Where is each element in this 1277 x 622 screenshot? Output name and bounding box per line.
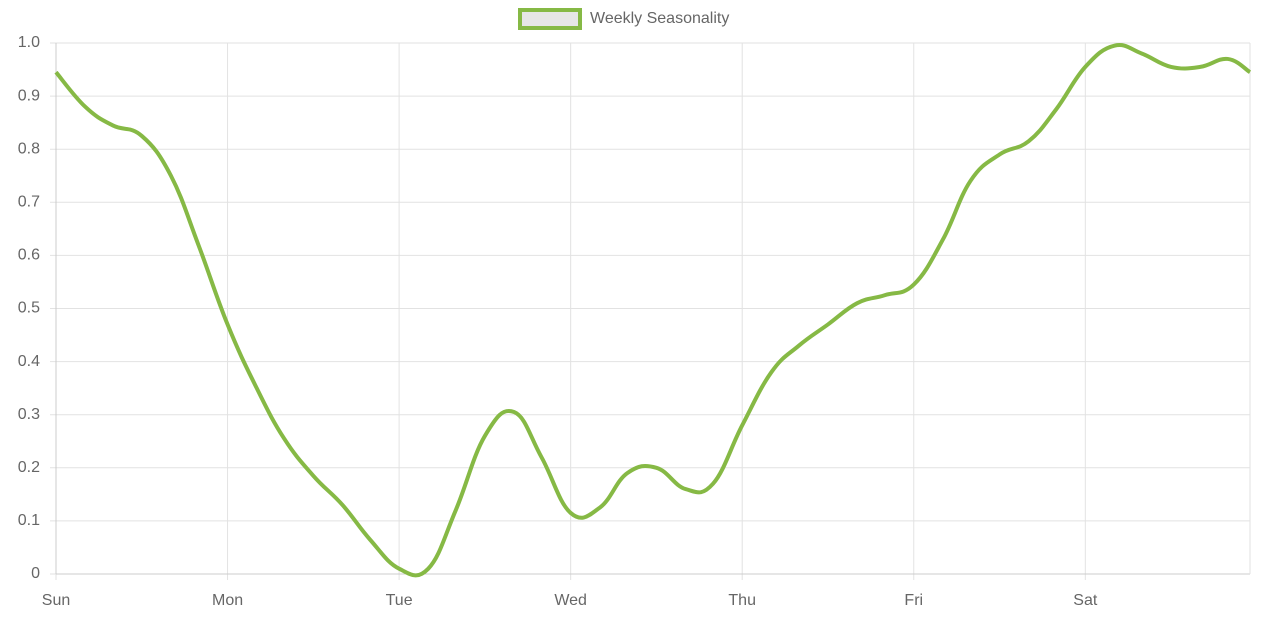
y-tick-label: 0.4 bbox=[18, 353, 40, 370]
y-tick-label: 1.0 bbox=[18, 34, 40, 51]
x-tick-label: Mon bbox=[212, 592, 243, 609]
x-tick-label: Sat bbox=[1073, 592, 1098, 609]
x-tick-label: Fri bbox=[904, 592, 923, 609]
legend-label: Weekly Seasonality bbox=[590, 10, 729, 27]
y-tick-label: 0.2 bbox=[18, 459, 40, 476]
x-tick-label: Wed bbox=[554, 592, 587, 609]
y-tick-label: 0.8 bbox=[18, 140, 40, 157]
legend-swatch bbox=[518, 8, 582, 30]
y-tick-label: 0.5 bbox=[18, 300, 40, 317]
x-tick-label: Sun bbox=[42, 592, 70, 609]
y-tick-label: 0.9 bbox=[18, 87, 40, 104]
x-tick-label: Tue bbox=[386, 592, 413, 609]
y-tick-label: 0.1 bbox=[18, 512, 40, 529]
y-tick-label: 0.3 bbox=[18, 406, 40, 423]
y-tick-label: 0.6 bbox=[18, 247, 40, 264]
y-tick-label: 0 bbox=[31, 565, 40, 582]
x-tick-label: Thu bbox=[728, 592, 756, 609]
line-series bbox=[54, 43, 1252, 578]
y-tick-label: 0.7 bbox=[18, 194, 40, 211]
